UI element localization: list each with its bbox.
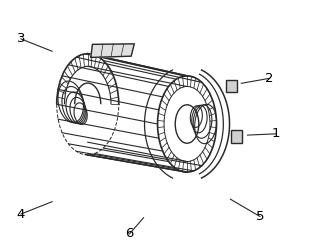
Polygon shape xyxy=(91,44,134,58)
Bar xyxy=(231,129,242,143)
Text: 2: 2 xyxy=(265,72,274,85)
Text: 4: 4 xyxy=(17,208,25,220)
Text: 1: 1 xyxy=(271,127,280,140)
Text: 5: 5 xyxy=(256,210,264,223)
Text: 3: 3 xyxy=(17,32,25,45)
Bar xyxy=(226,80,237,92)
Text: 6: 6 xyxy=(125,227,134,240)
